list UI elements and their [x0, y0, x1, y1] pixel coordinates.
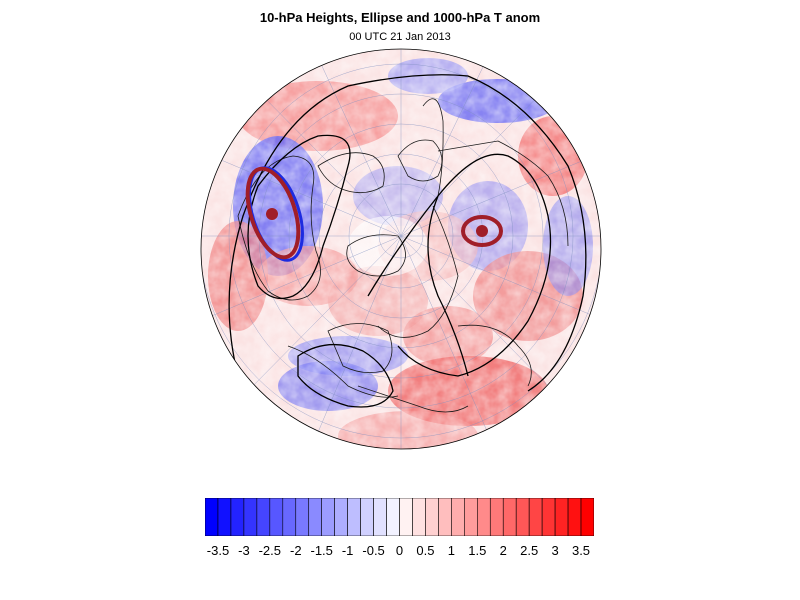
colorbar-box — [269, 498, 284, 536]
colorbar-tick-label: -2.5 — [258, 543, 281, 558]
colorbar-box — [451, 498, 465, 536]
colorbar-box — [541, 498, 556, 536]
colorbar-box — [476, 498, 491, 536]
colorbar-box — [554, 498, 569, 536]
colorbar-tick-label: 1 — [447, 543, 456, 558]
colorbar-tick-label: 0.5 — [416, 543, 435, 558]
vortex-centroid-east — [476, 225, 488, 237]
colorbar-tick-label: -0.5 — [362, 543, 385, 558]
colorbar-box — [256, 498, 271, 536]
colorbar-box — [412, 498, 426, 536]
colorbar-box — [205, 498, 219, 536]
colorbar-box — [321, 498, 335, 536]
polar-stereographic-map — [200, 48, 602, 450]
colorbar-box — [334, 498, 348, 536]
vortex-centroid-west — [266, 208, 278, 220]
colorbar-box — [360, 498, 374, 536]
colorbar-box — [528, 498, 543, 536]
colorbar-labels: -3.5 -3 -2.5 -2 -1.5 -1 -0.5 0 0.5 1 1.5 2 2.5 3 3.5 — [190, 543, 610, 561]
coastlines — [237, 98, 569, 413]
map-boundary — [200, 48, 602, 450]
colorbar-box — [230, 498, 245, 536]
colorbar-box — [464, 498, 478, 536]
colorbar-box — [373, 498, 387, 536]
colorbar-box — [243, 498, 258, 536]
colorbar-box — [308, 498, 323, 536]
colorbar-tick-label: 3 — [551, 543, 559, 558]
colorbar-tick-label: 2 — [499, 543, 507, 558]
map-subtitle: 00 UTC 21 Jan 2013 — [349, 31, 451, 43]
colorbar-tick-label: 2.5 — [520, 543, 539, 558]
colorbar — [205, 498, 594, 536]
colorbar-box — [347, 498, 361, 536]
colorbar-box — [217, 498, 232, 536]
map-title: 10-hPa Heights, Ellipse and 1000-hPa T a… — [259, 10, 541, 25]
colorbar-tick-label: -3.5 — [206, 543, 230, 558]
colorbar-box — [567, 498, 582, 536]
colorbar-box — [515, 498, 530, 536]
colorbar-box — [438, 498, 452, 536]
colorbar-tick-label: 1.5 — [468, 543, 487, 558]
colorbar-tick-label: -1 — [341, 543, 354, 558]
colorbar-box — [386, 498, 400, 536]
geopotential-height-contours — [228, 74, 587, 408]
colorbar-box — [580, 498, 594, 536]
colorbar-box — [489, 498, 504, 536]
colorbar-tick-label: -3 — [238, 543, 250, 558]
colorbar-box — [282, 498, 297, 536]
colorbar-tick-label: 0 — [395, 543, 404, 558]
colorbar-tick-label: -2 — [290, 543, 302, 558]
vortex-ellipse-west-outline — [245, 166, 301, 260]
colorbar-box — [295, 498, 310, 536]
vortex-ellipse-east — [461, 215, 503, 247]
colorbar-box — [502, 498, 517, 536]
colorbar-box — [399, 498, 413, 536]
colorbar-box — [425, 498, 439, 536]
colorbar-tick-label: 3.5 — [571, 543, 591, 558]
colorbar-tick-label: -1.5 — [310, 543, 333, 558]
